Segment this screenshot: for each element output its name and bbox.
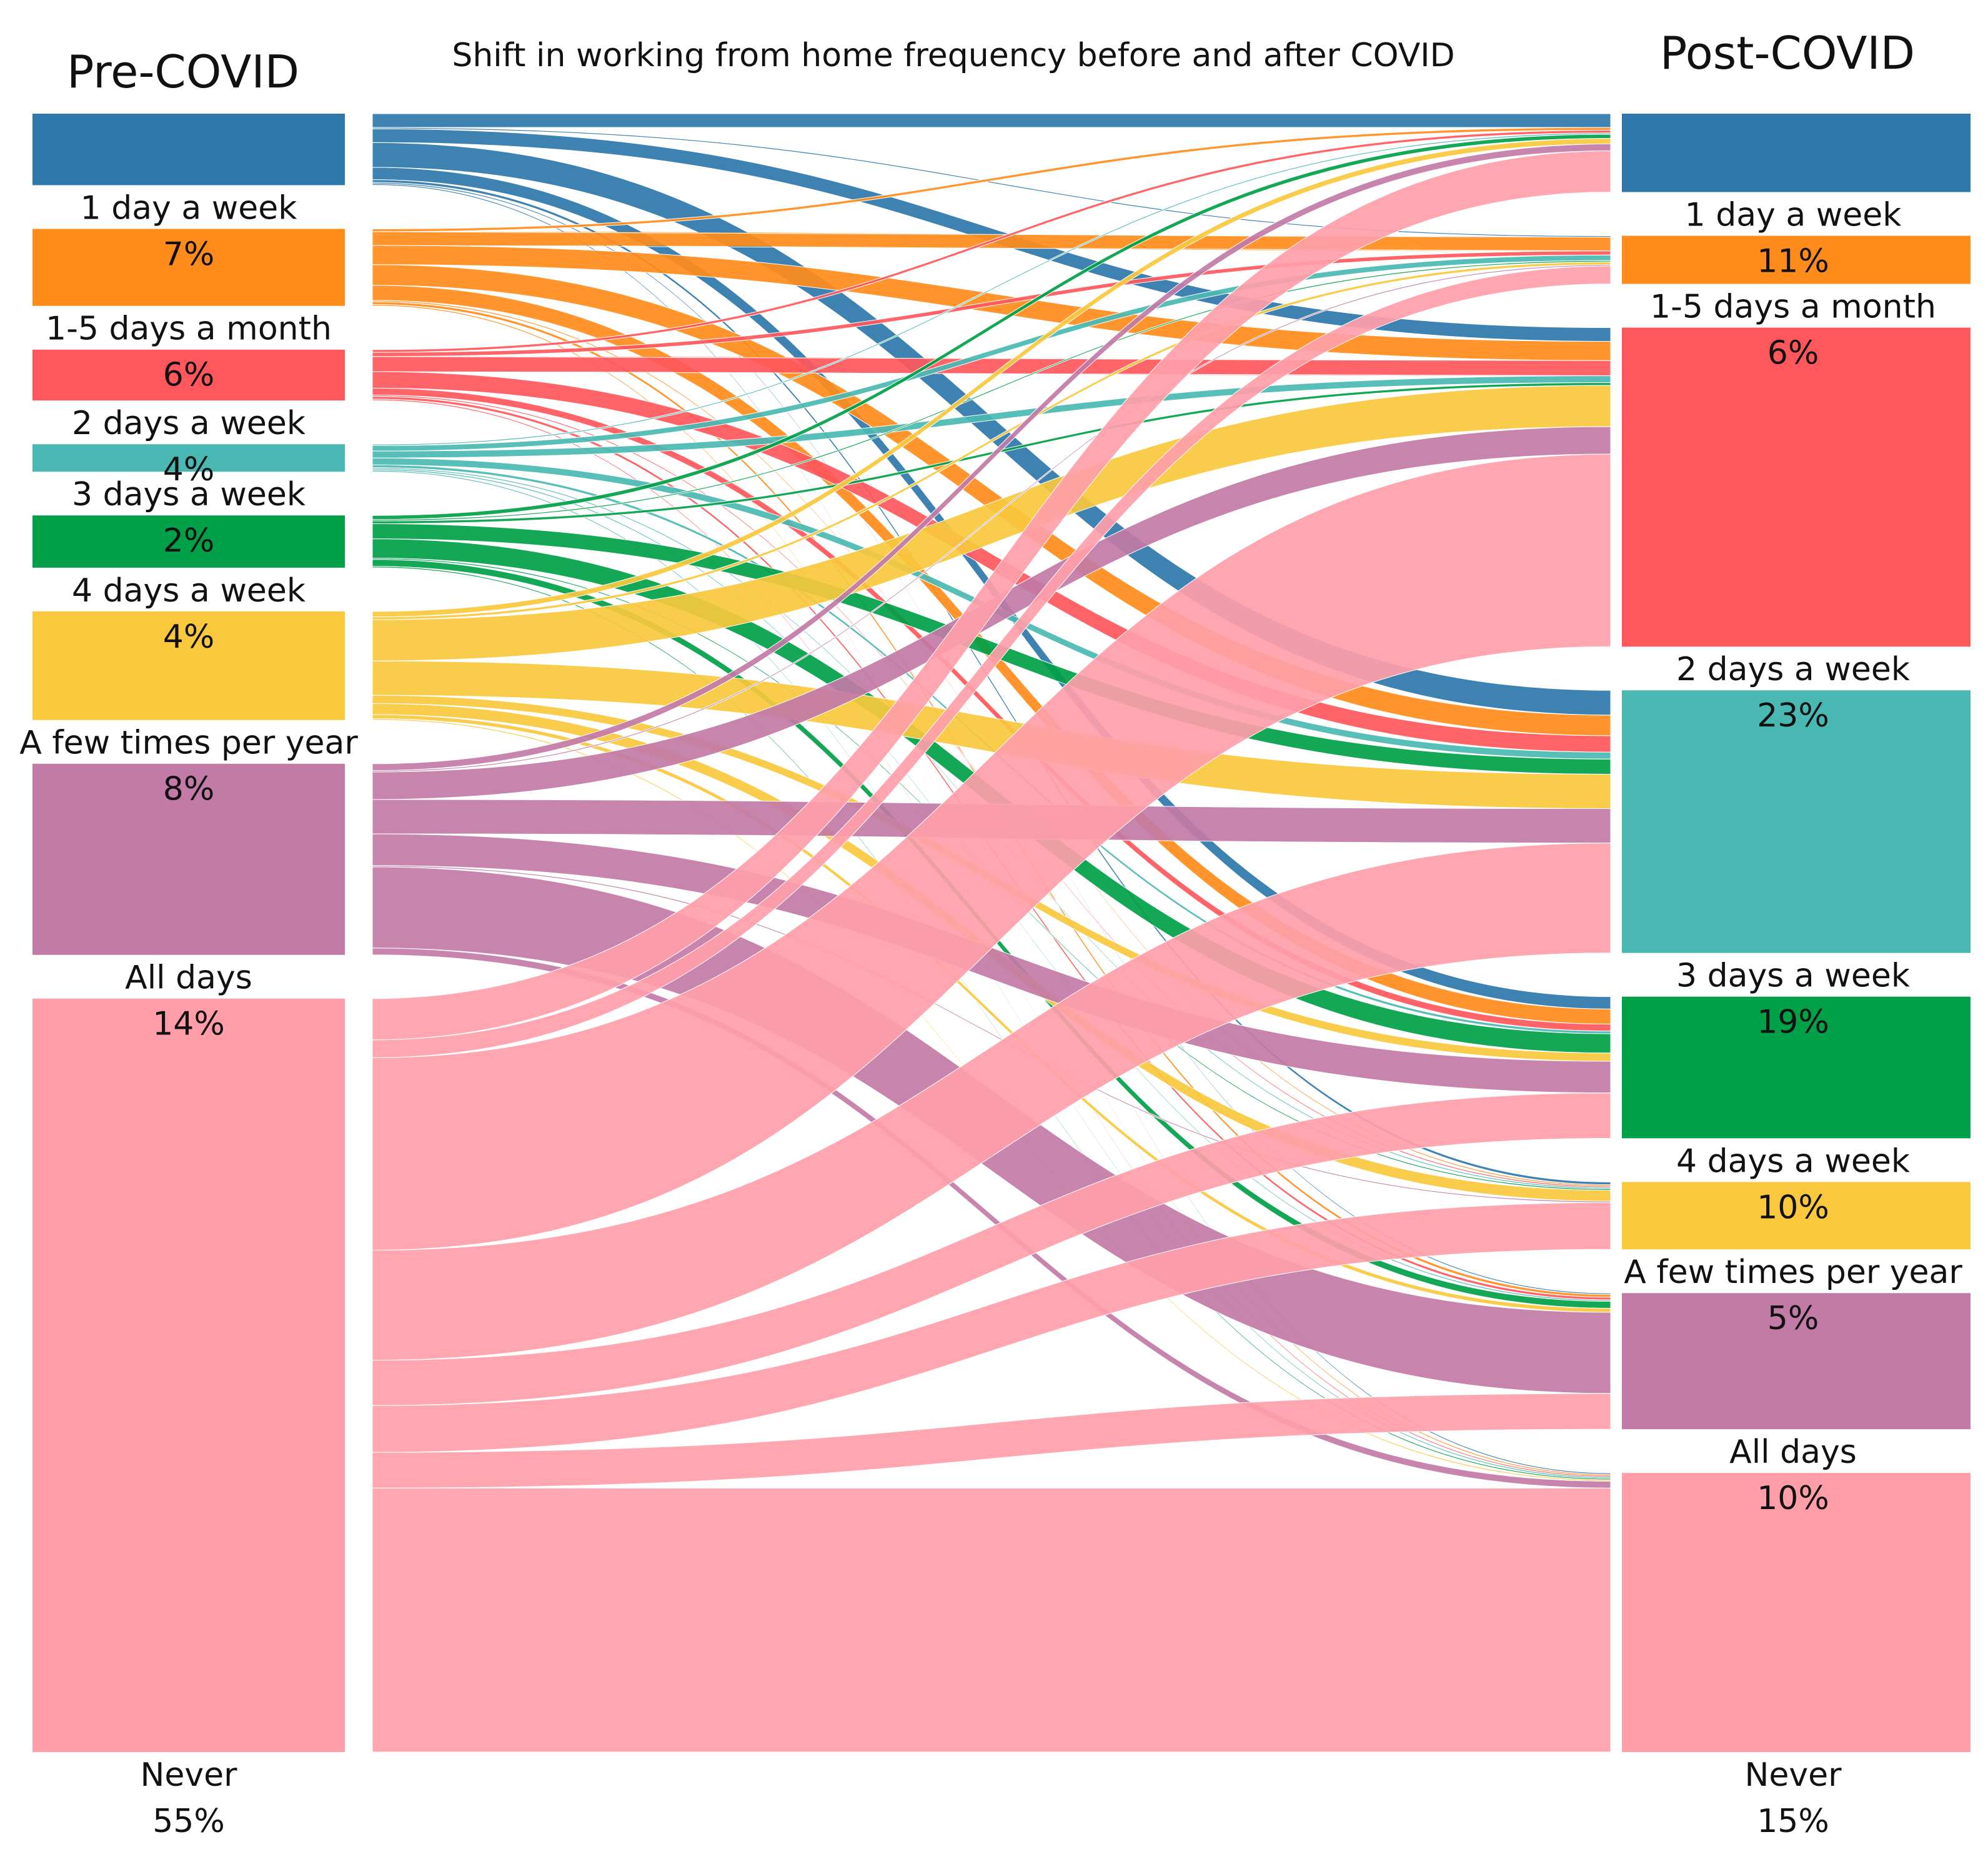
left-node-a-few-times-per-year [32,611,345,720]
left-label-3-days-a-week: 3 days a week [72,476,306,513]
left-node-never [32,998,345,1752]
right-percent-1-5-days-a-month: 6% [1767,335,1819,372]
right-node-1-day-a-week [1622,114,1971,192]
left-label-a-few-times-per-year: A few times per year [19,725,358,762]
right-node-1-5-days-a-month [1622,235,1971,284]
right-label-2-days-a-week: 2 days a week [1676,651,1910,688]
left-label-never: Never [140,1756,237,1794]
left-percent-never: 55% [152,1803,225,1840]
left-label-all-days: All days [125,959,252,997]
left-node-4-days-a-week [32,515,345,568]
node-labels: 1 day a week 7% 1-5 days a month 6% 2 days a… [19,189,1962,1840]
right-percent-all-days: 10% [1757,1480,1829,1517]
left-percent-a-few-times-per-year: 8% [163,771,215,808]
right-percent-a-few-times-per-year: 5% [1767,1300,1819,1337]
left-node-1-day-a-week [32,114,345,186]
flow-never-to-1-5-days-a-month [372,265,1611,1058]
left-percent-1-5-days-a-month: 6% [163,357,215,394]
left-percent-1-day-a-week: 7% [163,235,215,273]
right-node-all-days [1622,1293,1971,1430]
right-label-1-5-days-a-month: 1-5 days a month [1650,289,1936,326]
left-percent-2-days-a-week: 4% [163,451,215,488]
left-node-2-days-a-week [32,349,345,401]
left-nodes [32,114,345,1752]
right-label-1-day-a-week: 1 day a week [1685,196,1902,234]
right-node-never [1622,1473,1971,1752]
right-node-2-days-a-week [1622,327,1971,647]
right-percent-never: 15% [1757,1803,1829,1840]
right-label-a-few-times-per-year: A few times per year [1624,1254,1962,1291]
right-node-a-few-times-per-year [1622,1182,1971,1250]
flow-ribbons [372,113,1611,1753]
left-percent-3-days-a-week: 2% [163,522,215,560]
left-label-1-day-a-week: 1 day a week [81,189,297,227]
flow-2-days-a-week-to-2-days-a-week [372,356,1611,377]
right-header: Post-COVID [1660,27,1915,79]
right-node-4-days-a-week [1622,996,1971,1139]
chart-title: Shift in working from home frequency bef… [452,37,1454,74]
left-header: Pre-COVID [67,46,299,98]
right-percent-2-days-a-week: 23% [1757,697,1829,735]
flow-never-to-never [372,1487,1611,1753]
right-label-4-days-a-week: 4 days a week [1676,1142,1910,1180]
flow-never-to-2-days-a-week [372,453,1611,1251]
left-label-4-days-a-week: 4 days a week [72,572,306,610]
flow-1-day-a-week-to-1-day-a-week [372,113,1611,128]
right-label-all-days: All days [1729,1434,1857,1471]
left-node-all-days [32,763,345,955]
right-label-3-days-a-week: 3 days a week [1676,958,1910,995]
left-percent-4-days-a-week: 4% [163,618,215,656]
left-node-3-days-a-week [32,444,345,472]
right-percent-3-days-a-week: 19% [1757,1004,1829,1041]
left-label-2-days-a-week: 2 days a week [72,405,306,442]
flow-never-to-all-days [372,1393,1611,1488]
flow-never-to-a-few-times-per-year [372,1202,1611,1453]
right-percent-1-day-a-week: 11% [1757,242,1829,280]
left-percent-all-days: 14% [152,1006,225,1043]
right-label-never: Never [1744,1756,1842,1794]
right-nodes [1622,114,1971,1752]
flow-never-to-3-days-a-week [372,843,1611,1361]
flow-never-to-4-days-a-week [372,1092,1611,1406]
flow-never-to-1-day-a-week [372,150,1611,1041]
left-node-1-5-days-a-month [32,229,345,306]
left-label-1-5-days-a-month: 1-5 days a month [46,310,332,348]
right-percent-4-days-a-week: 10% [1757,1189,1829,1226]
right-node-3-days-a-week [1622,690,1971,953]
